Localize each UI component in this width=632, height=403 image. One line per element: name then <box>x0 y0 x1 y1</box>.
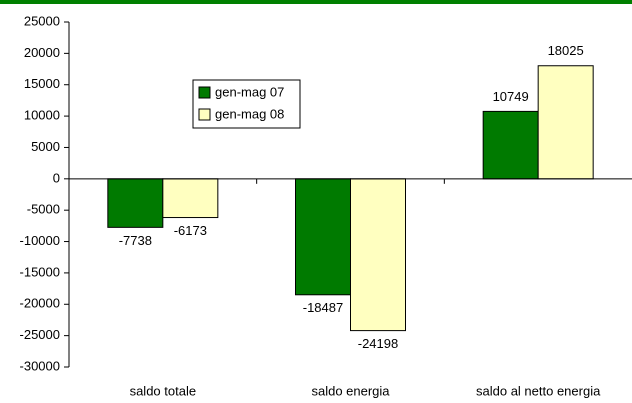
data-label: 18025 <box>548 43 584 58</box>
y-tick-label: -30000 <box>20 358 60 373</box>
legend-label: gen-mag 08 <box>215 106 284 121</box>
bar <box>107 178 164 228</box>
y-tick-label: 15000 <box>24 76 60 91</box>
bar <box>350 178 406 332</box>
y-tick-label: 25000 <box>24 13 60 28</box>
y-tick-label: -15000 <box>20 264 60 279</box>
bar <box>162 178 219 219</box>
legend-swatch <box>198 86 211 99</box>
legend-box <box>192 79 301 129</box>
data-label: -24198 <box>358 336 398 351</box>
top-border <box>0 0 632 4</box>
y-tick-label: -25000 <box>20 327 60 342</box>
legend-swatch <box>198 108 211 121</box>
y-tick-label: -10000 <box>20 233 60 248</box>
y-tick-label: 0 <box>53 170 60 185</box>
y-tick-label: 20000 <box>24 45 60 60</box>
y-tick-label: -20000 <box>20 296 60 311</box>
bar <box>537 65 594 180</box>
data-label: -6173 <box>174 223 207 238</box>
data-label: -7738 <box>119 233 152 248</box>
y-tick-label: 5000 <box>31 139 60 154</box>
x-tick-label: saldo totale <box>130 383 197 398</box>
y-tick-label: -5000 <box>27 202 60 217</box>
data-label: -18487 <box>303 300 343 315</box>
y-tick-label: 10000 <box>24 108 60 123</box>
bar <box>482 110 539 180</box>
bar <box>295 178 351 296</box>
x-tick-label: saldo al netto energia <box>476 383 601 398</box>
x-tick-label: saldo energia <box>311 383 390 398</box>
data-label: 10749 <box>493 89 529 104</box>
legend-label: gen-mag 07 <box>215 84 284 99</box>
